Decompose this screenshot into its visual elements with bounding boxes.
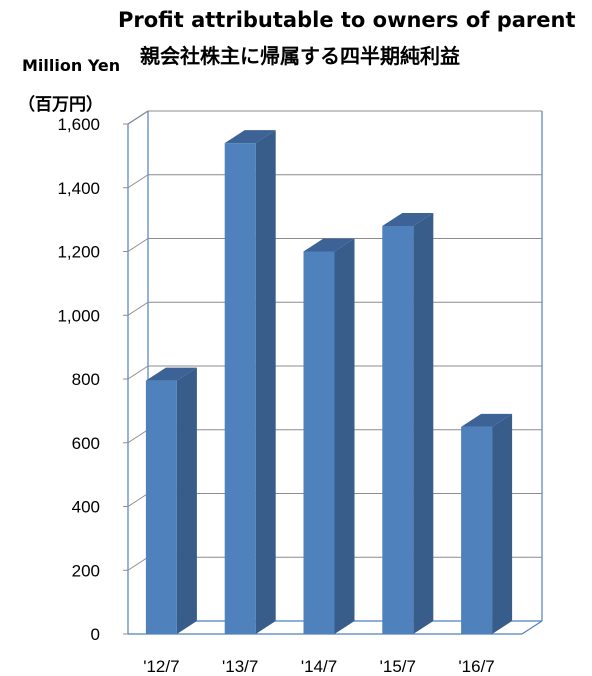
bar	[303, 238, 355, 634]
y-tick-label: 400	[72, 498, 100, 517]
gridline-side	[127, 429, 149, 444]
bar	[461, 413, 513, 634]
x-tick-label: '14/7	[301, 657, 337, 676]
gridline-side	[127, 110, 149, 125]
bar-front	[224, 143, 256, 634]
bar-side	[492, 413, 513, 634]
y-tick-labels: 0 200 400 600 800 1,000 1,200 1,400 1,600	[57, 115, 128, 644]
gridline-side	[127, 301, 149, 316]
bar-top	[145, 367, 197, 381]
bar-front	[382, 226, 414, 634]
bar	[145, 367, 197, 634]
bar	[382, 213, 434, 634]
gridline-side	[127, 493, 149, 507]
gridline-side	[127, 556, 149, 571]
y-tick-label: 1,400	[57, 179, 100, 198]
x-tick-label: '16/7	[458, 657, 494, 676]
bar-side	[413, 213, 434, 634]
x-tick-label: '15/7	[380, 657, 416, 676]
x-tick-label: '12/7	[143, 657, 179, 676]
y-tick-label: 200	[72, 561, 100, 580]
y-tick-label: 600	[72, 434, 100, 453]
x-tick-label: '13/7	[222, 657, 258, 676]
gridline-side	[127, 365, 149, 380]
y-axis-label: Million Yen	[22, 56, 121, 75]
chart-title: Profit attributable to owners of parent	[118, 8, 576, 32]
chart-subtitle: 親会社株主に帰属する四半期純利益	[140, 44, 460, 68]
bar-top	[224, 130, 276, 144]
y-tick-label: 1,200	[57, 243, 100, 262]
y-tick-label: 800	[72, 370, 100, 389]
bar-top	[303, 238, 355, 252]
gridline-side	[127, 174, 149, 189]
bar-side	[176, 367, 197, 634]
y-axis-label-japanese: （百万円）	[18, 95, 103, 115]
bars	[145, 130, 513, 634]
bar	[224, 130, 276, 634]
bar-top	[382, 213, 434, 226]
bar-top	[461, 413, 513, 427]
y-tick-label: 1,600	[57, 115, 100, 134]
y-tick-label: 0	[91, 625, 100, 644]
gridline-side	[127, 238, 149, 252]
bar-front	[303, 251, 335, 634]
x-tick-labels: '12/7 '13/7 '14/7 '15/7 '16/7	[143, 657, 495, 676]
bar-front	[461, 426, 493, 634]
floor-right-edge	[521, 620, 543, 635]
bar-side	[255, 130, 276, 634]
bar-side	[334, 238, 355, 634]
bar-front	[145, 380, 177, 634]
y-tick-label: 1,000	[57, 306, 100, 325]
